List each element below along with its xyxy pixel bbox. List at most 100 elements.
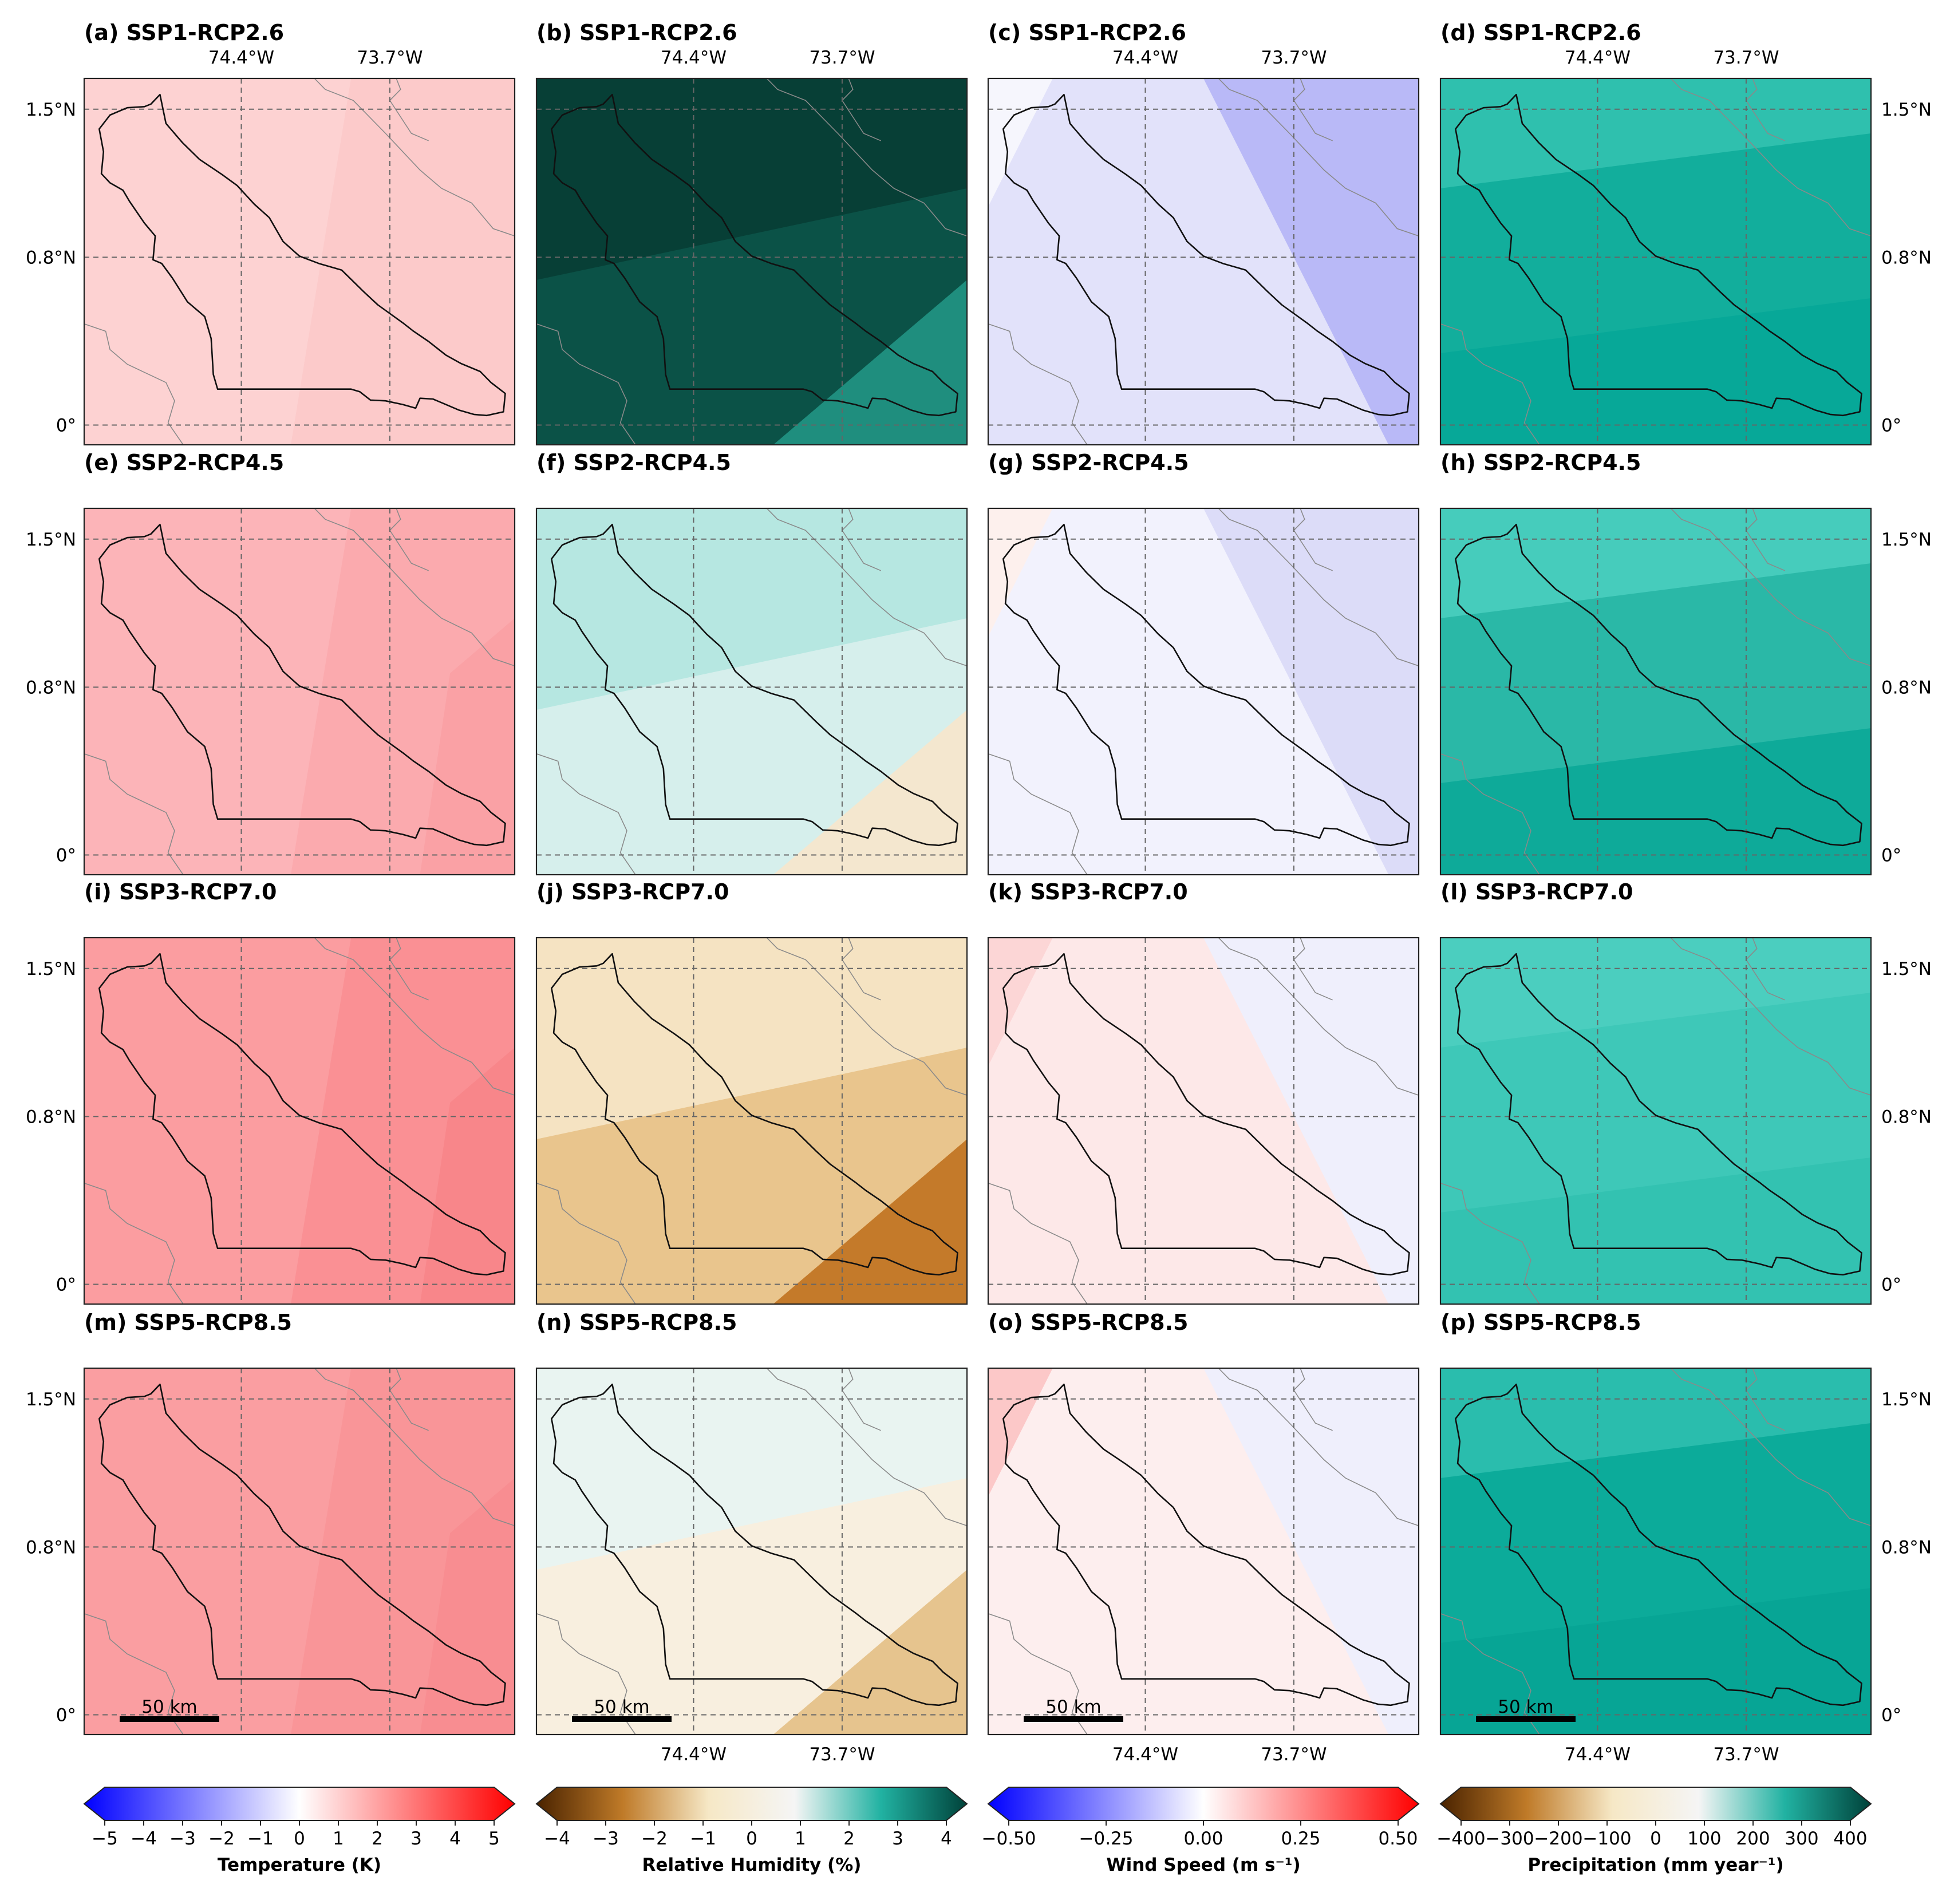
region-outline [550,1383,958,1707]
lon-tick-label: 73.7°W [1713,48,1779,68]
field-shading [420,188,515,445]
region-outline [1002,93,1410,417]
lat-tick-label: 0° [1881,845,1901,866]
panel-frame [987,937,1420,1305]
field-shading [1203,1368,1419,1735]
lon-tick-label: 73.7°W [809,48,875,68]
panel-frame [83,937,516,1305]
colorbar-label: Wind Speed (m s⁻¹) [1106,1855,1300,1875]
river-line [1218,938,1419,1096]
map-panel: (c) SSP1-RCP2.6 74.4°W 73.7°W [987,20,1420,446]
river-line [1670,938,1871,1096]
lon-tick-label: 74.4°W [1565,48,1631,68]
lat-tick-label: 1.5°N [1881,959,1932,979]
region-outline [98,953,506,1276]
panel-title: (d) SSP1-RCP2.6 [1440,20,1641,45]
field-shading [1440,1588,1871,1735]
scale-bar [1024,1716,1123,1722]
lat-tick-label: 0° [56,845,76,866]
colorbar-tick-label: 100 [1687,1828,1721,1849]
panel-title: (m) SSP5-RCP8.5 [84,1310,292,1335]
colorbar-tick-label: −100 [1582,1828,1631,1849]
scale-bar [120,1716,219,1722]
river-line [1440,753,1540,875]
river-line [766,1368,967,1526]
colorbar-tick-label: 1 [795,1828,806,1849]
lat-tick-label: 1.5°N [1881,530,1932,550]
river-line [84,323,184,445]
panel-frame [535,937,968,1305]
map-panel: (d) SSP1-RCP2.6 74.4°W 73.7°W 1.5°N 0.8°N 0° [1439,20,1932,446]
colorbar-gradient [1439,1787,1872,1821]
colorbar-tick-label: 0.50 [1378,1828,1418,1849]
region-outline [98,93,506,417]
lon-tick-label: 74.4°W [661,48,727,68]
lat-tick-label: 0° [1881,1274,1901,1295]
region-outline [550,953,958,1276]
map-panel: (i) SSP3-RCP7.0 1.5°N 0.8°N 0° [26,879,516,1305]
panel-frame [1439,77,1872,446]
panel-frame [83,77,516,446]
lat-tick-label: 0.8°N [1881,1537,1932,1558]
colorbar-tick-label: −4 [544,1828,570,1849]
lon-tick-label: 74.4°W [1112,1744,1178,1765]
colorbar-tick-label: 400 [1833,1828,1867,1849]
river-line [1218,78,1419,236]
lon-tick-label: 74.4°W [1112,48,1178,68]
river-line [1440,1613,1540,1735]
panel-title: (l) SSP3-RCP7.0 [1440,879,1633,904]
lon-tick-label: 73.7°W [357,48,423,68]
panel-frame [535,1367,968,1736]
lat-tick-label: 1.5°N [1881,1389,1932,1410]
colorbar-tick-label: 3 [892,1828,903,1849]
colorbar-tick-label: 2 [843,1828,855,1849]
colorbar-tick-label: −2 [208,1828,235,1849]
panel-frame [535,507,968,876]
lat-tick-label: 0.8°N [26,1537,76,1558]
field-shading [1203,938,1419,1304]
panel-title: (h) SSP2-RCP4.5 [1440,450,1641,475]
lat-tick-label: 1.5°N [26,1389,76,1410]
panel-title: (g) SSP2-RCP4.5 [988,450,1189,475]
map-panel: (b) SSP1-RCP2.6 74.4°W 73.7°W [535,20,968,446]
lon-tick-label: 74.4°W [661,1744,727,1765]
lon-tick-label: 74.4°W [1565,1744,1631,1765]
lon-tick-label: 73.7°W [1261,1744,1327,1765]
river-line [1670,78,1871,236]
river-line [988,1613,1088,1735]
scale-bar-label: 50 km [1045,1697,1101,1717]
colorbar-tick-label: 4 [449,1828,461,1849]
colorbar-label: Relative Humidity (%) [642,1855,862,1875]
lat-tick-label: 1.5°N [1881,100,1932,120]
panel-frame [1439,1367,1872,1736]
map-panel: (k) SSP3-RCP7.0 [987,879,1420,1305]
field-shading [420,618,515,875]
colorbar-tick-label: −4 [131,1828,157,1849]
river-line [536,1613,636,1735]
colorbar-tick-label: −1 [247,1828,274,1849]
map-panel: (m) SSP5-RCP8.5 1.5°N 0.8°N 0° 50 km [26,1310,516,1736]
river-line [314,938,515,1096]
lon-tick-label: 73.7°W [1261,48,1327,68]
river-line [314,78,515,236]
river-line [536,753,636,875]
panel-title: (i) SSP3-RCP7.0 [84,879,277,904]
lat-tick-label: 0° [1881,415,1901,436]
colorbar-tick-label: −3 [169,1828,196,1849]
lat-tick-label: 1.5°N [26,530,76,550]
field-shading [1440,1158,1871,1304]
lat-tick-label: 0° [1881,1705,1901,1725]
panel-title: (e) SSP2-RCP4.5 [84,450,284,475]
field-shading [1440,298,1871,445]
region-outline [550,93,958,417]
colorbar-tick-label: 4 [941,1828,952,1849]
colorbar-tick-label: −3 [593,1828,619,1849]
river-line [988,753,1088,875]
scale-bar-label: 50 km [594,1697,649,1717]
map-panel: (g) SSP2-RCP4.5 [987,450,1420,876]
lon-tick-label: 73.7°W [1713,1744,1779,1765]
river-line [84,753,184,875]
lat-tick-label: 0.8°N [26,247,76,268]
colorbar-label: Temperature (K) [218,1855,381,1875]
lat-tick-label: 0.8°N [26,677,76,698]
